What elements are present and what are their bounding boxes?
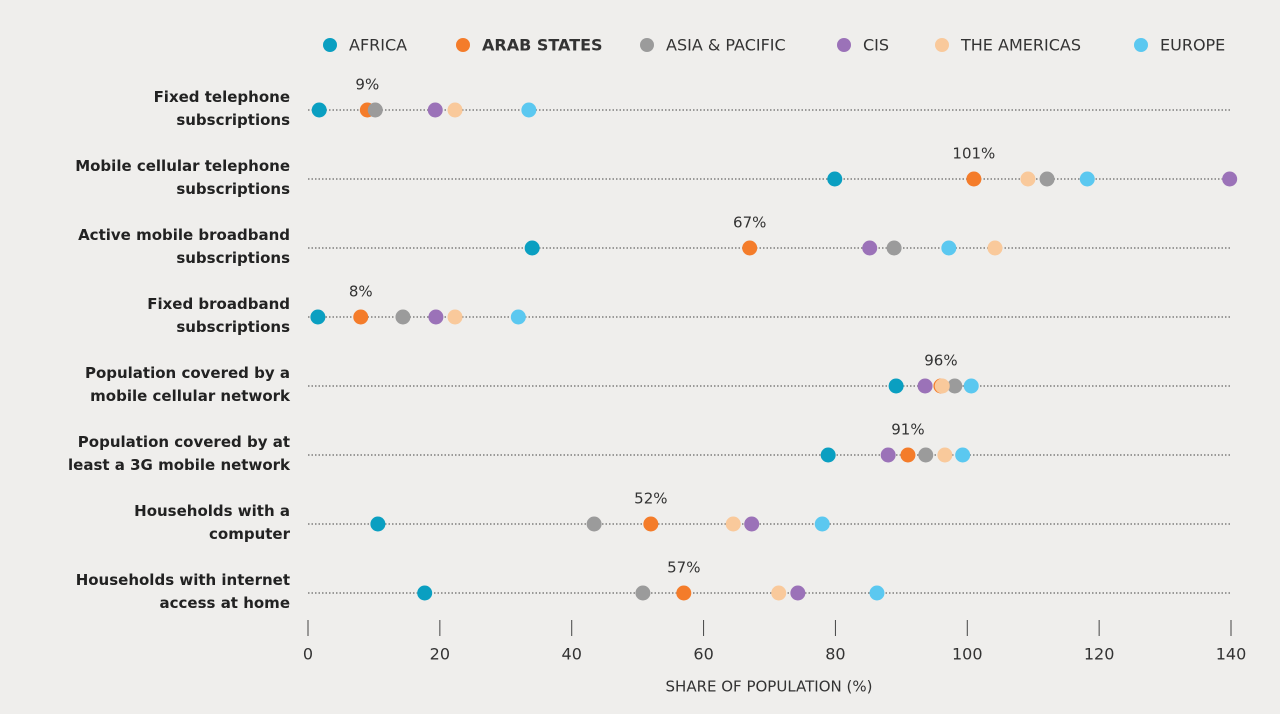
dot (635, 585, 651, 601)
dot (934, 378, 950, 394)
dot (820, 447, 836, 463)
legend-label: THE AMERICAS (960, 36, 1081, 55)
legend-label: AFRICA (349, 36, 407, 55)
dot (310, 309, 326, 325)
dot (1020, 171, 1036, 187)
dot (886, 240, 902, 256)
category-text: Fixed broadband subscriptions (147, 295, 290, 336)
dot (987, 240, 1003, 256)
dot (744, 516, 760, 532)
x-tick-label: 120 (1084, 645, 1115, 664)
legend-label: ARAB STATES (482, 36, 603, 55)
dot (643, 516, 659, 532)
legend-swatch (323, 38, 337, 52)
value-label: 96% (924, 352, 957, 370)
category-text: Active mobile broadband subscriptions (78, 226, 290, 267)
dot (880, 447, 896, 463)
dot (370, 516, 386, 532)
category-text: Households with internet access at home (75, 571, 290, 612)
dot (521, 102, 537, 118)
x-tick-label: 140 (1216, 645, 1247, 664)
legend-swatch (640, 38, 654, 52)
dot (947, 378, 963, 394)
category-label: Mobile cellular telephone subscriptions (20, 155, 290, 201)
dot (742, 240, 758, 256)
dot (1222, 171, 1238, 187)
category-text: Population covered by at least a 3G mobi… (68, 433, 290, 474)
dot (367, 102, 383, 118)
x-tick-label: 60 (693, 645, 713, 664)
legend-label: ASIA & PACIFIC (666, 36, 786, 55)
legend-label: CIS (863, 36, 889, 55)
dot (814, 516, 830, 532)
dot (353, 309, 369, 325)
dot (447, 102, 463, 118)
x-tick-label: 20 (430, 645, 450, 664)
value-label: 101% (952, 145, 995, 163)
dot (1039, 171, 1055, 187)
value-label: 91% (891, 421, 924, 439)
dot (888, 378, 904, 394)
x-tick-label: 80 (825, 645, 845, 664)
dot (941, 240, 957, 256)
dot (869, 585, 885, 601)
legend-swatch (935, 38, 949, 52)
value-label: 57% (667, 559, 700, 577)
dot (676, 585, 692, 601)
value-label: 52% (634, 490, 667, 508)
legend-swatch (1134, 38, 1148, 52)
category-text: Fixed telephone subscriptions (153, 88, 290, 129)
legend-swatch (456, 38, 470, 52)
dot (1079, 171, 1095, 187)
dot (447, 309, 463, 325)
category-text: Population covered by a mobile cellular … (84, 364, 290, 405)
legend-label: EUROPE (1160, 36, 1225, 55)
dot (771, 585, 787, 601)
value-label: 8% (349, 283, 373, 301)
dot (966, 171, 982, 187)
category-label: Population covered by a mobile cellular … (20, 362, 290, 408)
dot (725, 516, 741, 532)
x-tick-label: 100 (952, 645, 983, 664)
x-tick-label: 0 (303, 645, 313, 664)
dot (918, 447, 934, 463)
dot (395, 309, 411, 325)
category-label: Population covered by at least a 3G mobi… (20, 431, 290, 477)
value-label: 9% (355, 76, 379, 94)
category-label: Fixed telephone subscriptions (20, 86, 290, 132)
x-tick-label: 40 (562, 645, 582, 664)
category-label: Households with internet access at home (20, 569, 290, 615)
dot (827, 171, 843, 187)
category-text: Households with a computer (134, 502, 290, 543)
dot (427, 102, 443, 118)
dot (428, 309, 444, 325)
dot (417, 585, 433, 601)
dot (900, 447, 916, 463)
dot (790, 585, 806, 601)
dot (311, 102, 327, 118)
dot (586, 516, 602, 532)
dot (937, 447, 953, 463)
dot (524, 240, 540, 256)
dot (862, 240, 878, 256)
category-text: Mobile cellular telephone subscriptions (75, 157, 290, 198)
category-label: Fixed broadband subscriptions (20, 293, 290, 339)
dot (917, 378, 933, 394)
dot (963, 378, 979, 394)
x-axis-label: SHARE OF POPULATION (%) (666, 678, 873, 696)
legend-swatch (837, 38, 851, 52)
dot (955, 447, 971, 463)
category-label: Active mobile broadband subscriptions (20, 224, 290, 270)
dot (510, 309, 526, 325)
category-label: Households with a computer (20, 500, 290, 546)
value-label: 67% (733, 214, 766, 232)
